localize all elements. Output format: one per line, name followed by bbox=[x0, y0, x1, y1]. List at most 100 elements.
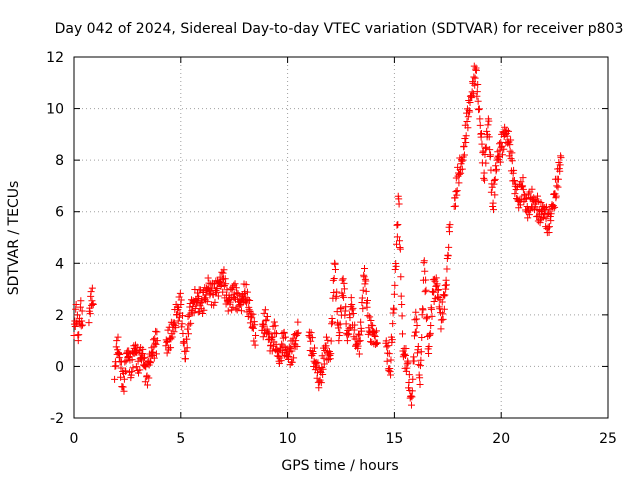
data-point-run bbox=[331, 260, 342, 332]
data-point bbox=[309, 350, 317, 358]
data-point-run bbox=[139, 345, 150, 386]
data-point bbox=[446, 221, 454, 229]
data-point-run bbox=[344, 294, 355, 338]
data-point bbox=[557, 154, 565, 162]
data-point bbox=[294, 329, 302, 337]
data-point bbox=[89, 301, 97, 309]
data-point bbox=[476, 115, 484, 123]
data-point-run bbox=[75, 314, 84, 339]
data-point bbox=[113, 337, 121, 345]
data-point bbox=[245, 306, 253, 314]
x-tick-labels: 0 5 10 15 20 25 bbox=[70, 431, 617, 447]
grid bbox=[74, 57, 608, 418]
data-point bbox=[442, 285, 450, 293]
data-point-run bbox=[231, 280, 244, 314]
data-point bbox=[407, 401, 415, 409]
data-point-run bbox=[70, 305, 80, 330]
x-tick-label: 25 bbox=[599, 431, 617, 447]
data-point bbox=[416, 380, 424, 388]
data-point-run bbox=[192, 286, 206, 316]
y-tick-label: 2 bbox=[55, 308, 64, 324]
data-point-run bbox=[502, 126, 513, 160]
data-point bbox=[544, 223, 552, 231]
data-point bbox=[271, 329, 279, 337]
data-point-run bbox=[361, 275, 372, 338]
data-point bbox=[433, 280, 441, 288]
y-tick-labels: -2 0 2 4 6 8 10 12 bbox=[46, 50, 64, 427]
data-point bbox=[360, 264, 368, 272]
chart-title: Day 042 of 2024, Sidereal Day-to-day VTE… bbox=[55, 21, 624, 37]
data-point bbox=[252, 331, 260, 339]
data-point-run bbox=[442, 223, 454, 289]
y-tick-label: 8 bbox=[55, 153, 64, 169]
data-point-run bbox=[267, 318, 278, 355]
data-point bbox=[111, 375, 119, 383]
data-point bbox=[553, 182, 561, 190]
data-point-run bbox=[340, 279, 351, 339]
y-tick-label: -2 bbox=[50, 411, 64, 427]
y-tick-label: 12 bbox=[46, 50, 64, 66]
data-point bbox=[76, 303, 84, 311]
data-point-run bbox=[181, 313, 193, 363]
data-point-run bbox=[271, 322, 283, 361]
data-point bbox=[119, 383, 127, 391]
data-point bbox=[506, 141, 514, 149]
data-point bbox=[72, 301, 80, 309]
data-point-run bbox=[395, 200, 407, 338]
x-axis-label: GPS time / hours bbox=[281, 458, 398, 474]
data-point bbox=[153, 337, 161, 345]
data-point bbox=[87, 288, 95, 296]
data-point-run bbox=[387, 304, 398, 379]
data-point-run bbox=[77, 297, 86, 330]
data-point bbox=[79, 321, 87, 329]
data-point bbox=[322, 342, 330, 350]
data-point-run bbox=[412, 315, 424, 382]
y-tick-label: 10 bbox=[46, 102, 64, 118]
data-point-run bbox=[275, 330, 287, 367]
data-point bbox=[463, 117, 471, 125]
plot-frame bbox=[73, 56, 609, 419]
x-tick-label: 20 bbox=[492, 431, 510, 447]
data-point-run bbox=[216, 268, 227, 296]
data-point-run bbox=[288, 318, 302, 366]
y-tick-label: 6 bbox=[55, 205, 64, 221]
data-point-run bbox=[357, 271, 368, 335]
data-point-run bbox=[152, 327, 161, 358]
data-point bbox=[373, 339, 381, 347]
data-point bbox=[74, 337, 82, 345]
data-point bbox=[519, 182, 527, 190]
data-point bbox=[390, 290, 398, 298]
data-point-run bbox=[186, 286, 199, 327]
data-point bbox=[420, 257, 428, 265]
data-point-run bbox=[85, 292, 95, 318]
data-point bbox=[339, 275, 347, 283]
x-tick-label: 5 bbox=[176, 431, 185, 447]
data-point-run bbox=[493, 138, 505, 166]
data-point-run bbox=[352, 330, 364, 358]
data-point-run bbox=[399, 345, 411, 375]
data-point bbox=[343, 337, 351, 345]
data-point-run bbox=[147, 334, 159, 362]
data-point-run bbox=[455, 154, 466, 187]
data-point bbox=[412, 308, 420, 316]
data-point-run bbox=[173, 289, 184, 325]
data-point bbox=[480, 169, 488, 177]
y-axis-label: SDTVAR / TECUs bbox=[6, 181, 22, 296]
data-point-run bbox=[246, 297, 259, 349]
x-tick-label: 10 bbox=[279, 431, 297, 447]
data-points bbox=[70, 62, 565, 409]
axis-ticks bbox=[73, 56, 609, 419]
data-point bbox=[262, 316, 270, 324]
data-point-run bbox=[421, 267, 432, 353]
data-point bbox=[425, 350, 433, 358]
data-point-run bbox=[111, 343, 120, 370]
data-point bbox=[128, 368, 136, 376]
y-tick-label: 0 bbox=[55, 359, 64, 375]
data-point-run bbox=[468, 62, 479, 102]
x-tick-label: 0 bbox=[70, 431, 79, 447]
data-point bbox=[356, 337, 364, 345]
data-point-run bbox=[73, 311, 82, 339]
data-point-run bbox=[472, 64, 483, 114]
